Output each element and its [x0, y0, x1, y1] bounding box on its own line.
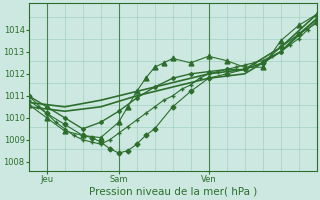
X-axis label: Pression niveau de la mer( hPa ): Pression niveau de la mer( hPa )	[89, 187, 257, 197]
